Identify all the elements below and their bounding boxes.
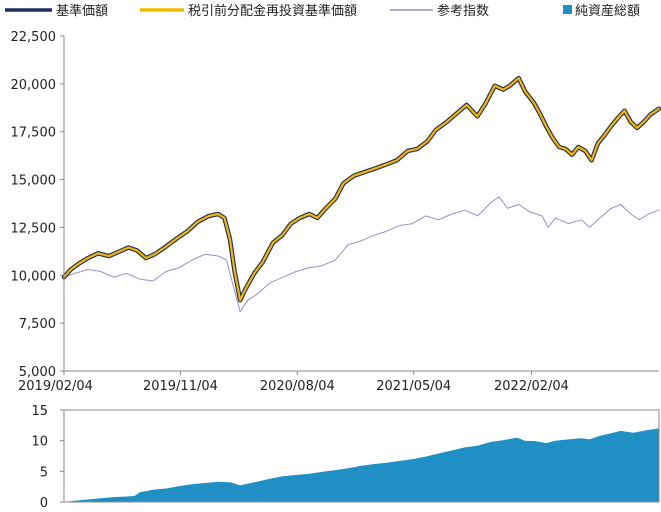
main-series-lines [61, 75, 661, 313]
main-y-tick-label: 5,000 [19, 365, 56, 380]
net-assets-chart: 0 5 10 15 [31, 404, 660, 511]
sub-y-axis-ticks: 0 5 10 15 [31, 404, 64, 511]
series-line-reference-index [63, 196, 660, 313]
sub-y-tick-label: 5 [40, 465, 48, 480]
main-x-axis-ticks: 2019/02/04 2019/11/04 2020/08/04 2021/05/04… [18, 371, 569, 394]
main-x-tick-label: 2021/05/04 [376, 379, 451, 394]
legend-label-net-assets: 純資産総額 [575, 3, 640, 19]
legend: 基準価額 税引前分配金再投資基準価額 参考指数 純資産総額 [5, 3, 640, 19]
legend-label-reinvested: 税引前分配金再投資基準価額 [188, 3, 357, 19]
main-x-tick-label: 2022/02/04 [494, 379, 569, 394]
legend-swatch-net-assets [563, 5, 572, 14]
main-price-chart: 5,000 7,500 10,000 12,500 15,000 17,500 20,000… [11, 30, 661, 394]
legend-label-reference-index: 参考指数 [437, 3, 489, 19]
main-y-axis-ticks: 5,000 7,500 10,000 12,500 15,000 17,500 20,000… [11, 30, 64, 380]
main-y-tick-label: 20,000 [11, 78, 57, 93]
main-y-tick-label: 22,500 [11, 30, 57, 45]
sub-y-tick-label: 0 [40, 496, 48, 508]
sub-y-tick-label: 15 [31, 404, 48, 419]
main-x-tick-label: 2019/02/04 [18, 379, 93, 394]
main-y-tick-label: 7,500 [19, 317, 56, 332]
sub-series-area [64, 428, 659, 502]
main-x-tick-label: 2019/11/04 [143, 379, 218, 394]
main-y-tick-label: 10,000 [11, 269, 57, 284]
main-y-tick-label: 17,500 [11, 126, 57, 141]
legend-label-nav: 基準価額 [56, 3, 108, 19]
series-line-reinvested [62, 76, 661, 302]
sub-y-tick-label: 10 [31, 435, 48, 450]
main-y-tick-label: 15,000 [11, 174, 57, 189]
series-area-net-assets [64, 428, 659, 502]
main-y-tick-label: 12,500 [11, 221, 57, 236]
main-x-tick-label: 2020/08/04 [260, 379, 335, 394]
